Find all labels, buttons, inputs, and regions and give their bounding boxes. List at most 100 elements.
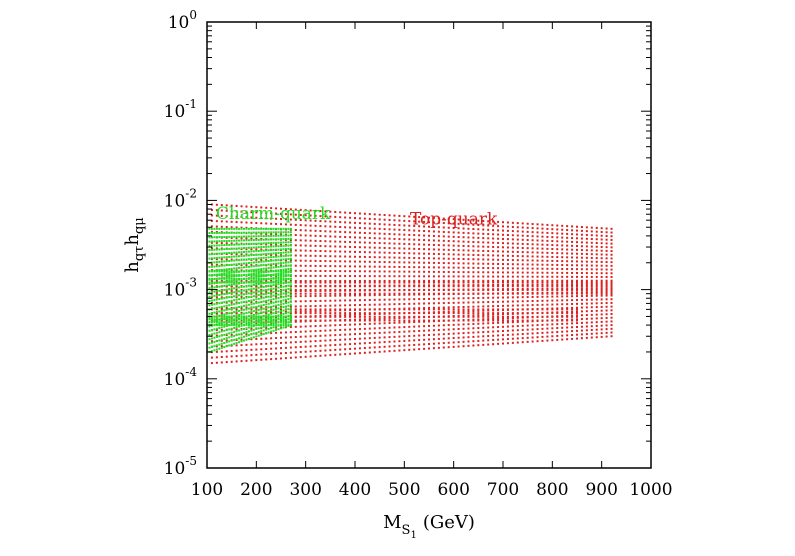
data-point xyxy=(442,333,445,336)
data-point xyxy=(275,308,278,311)
data-point xyxy=(536,319,539,322)
data-point xyxy=(230,259,233,262)
data-point xyxy=(388,288,391,291)
data-point xyxy=(208,321,211,324)
data-point xyxy=(235,334,238,337)
data-point xyxy=(230,343,233,346)
data-point xyxy=(506,317,509,320)
data-point xyxy=(477,254,480,257)
data-point xyxy=(354,255,356,258)
data-point xyxy=(418,234,421,237)
data-point xyxy=(423,302,426,305)
data-point xyxy=(418,285,421,288)
data-point xyxy=(502,275,504,278)
data-point xyxy=(309,274,312,277)
data-point xyxy=(275,331,278,334)
data-point xyxy=(349,265,352,268)
data-point xyxy=(506,263,509,266)
data-point xyxy=(546,275,549,278)
data-point xyxy=(354,315,356,318)
data-point xyxy=(580,329,583,332)
data-point xyxy=(349,319,352,322)
data-point xyxy=(388,345,391,348)
data-point xyxy=(208,249,211,252)
data-point xyxy=(324,349,327,352)
data-point xyxy=(551,335,554,338)
data-point xyxy=(220,338,223,341)
data-point xyxy=(284,324,287,327)
data-point xyxy=(378,292,381,295)
data-point xyxy=(477,228,480,231)
data-point xyxy=(255,237,258,240)
data-point xyxy=(344,338,347,341)
data-point xyxy=(378,288,381,291)
data-point xyxy=(492,312,495,315)
data-point xyxy=(398,293,401,296)
data-point xyxy=(235,263,238,266)
data-point xyxy=(600,253,603,256)
data-point xyxy=(284,251,287,254)
data-point xyxy=(349,241,352,244)
data-point xyxy=(447,275,450,278)
data-point xyxy=(289,326,292,329)
data-point xyxy=(282,265,285,268)
data-point xyxy=(275,245,278,248)
data-point xyxy=(282,324,285,327)
data-point xyxy=(324,314,327,317)
data-point xyxy=(452,266,455,269)
data-point xyxy=(388,281,391,284)
data-point xyxy=(255,276,258,279)
data-point xyxy=(437,312,440,315)
data-point xyxy=(585,298,588,301)
data-point xyxy=(260,332,263,335)
data-point xyxy=(284,305,287,308)
data-point xyxy=(270,231,273,234)
y-tick-base: 10 xyxy=(164,281,186,301)
data-point xyxy=(257,301,260,304)
data-point xyxy=(252,324,255,327)
data-point xyxy=(423,220,426,223)
data-point xyxy=(304,269,307,272)
data-point xyxy=(235,328,238,331)
data-point xyxy=(432,261,435,264)
data-point xyxy=(228,264,231,267)
data-point xyxy=(334,255,337,258)
data-point xyxy=(213,261,216,264)
data-point xyxy=(354,212,356,215)
data-point xyxy=(511,246,514,249)
data-point xyxy=(556,312,559,315)
data-point xyxy=(233,322,236,325)
data-point xyxy=(247,334,250,337)
data-point xyxy=(516,308,519,311)
data-point xyxy=(275,227,278,230)
data-point xyxy=(566,268,569,271)
data-point xyxy=(413,281,416,284)
data-point xyxy=(223,288,226,291)
data-point xyxy=(265,222,268,225)
data-point xyxy=(294,351,297,354)
data-point xyxy=(502,225,504,228)
data-point xyxy=(228,292,231,295)
data-point xyxy=(521,251,524,254)
data-point xyxy=(526,226,529,229)
data-point xyxy=(492,229,495,232)
data-point xyxy=(339,260,342,263)
data-point xyxy=(408,302,411,305)
data-point xyxy=(282,312,285,315)
data-point xyxy=(267,317,270,320)
data-point xyxy=(541,271,544,274)
data-point xyxy=(551,224,554,227)
data-point xyxy=(571,260,574,263)
data-point xyxy=(368,222,371,225)
data-point xyxy=(585,333,588,336)
data-point xyxy=(240,309,243,312)
data-point xyxy=(210,241,213,244)
data-point xyxy=(516,315,519,318)
data-point xyxy=(309,254,312,257)
data-point xyxy=(413,348,416,351)
data-point xyxy=(437,239,440,242)
data-point xyxy=(215,321,218,324)
data-point xyxy=(334,279,337,282)
data-point xyxy=(566,303,569,306)
data-point xyxy=(408,319,411,322)
